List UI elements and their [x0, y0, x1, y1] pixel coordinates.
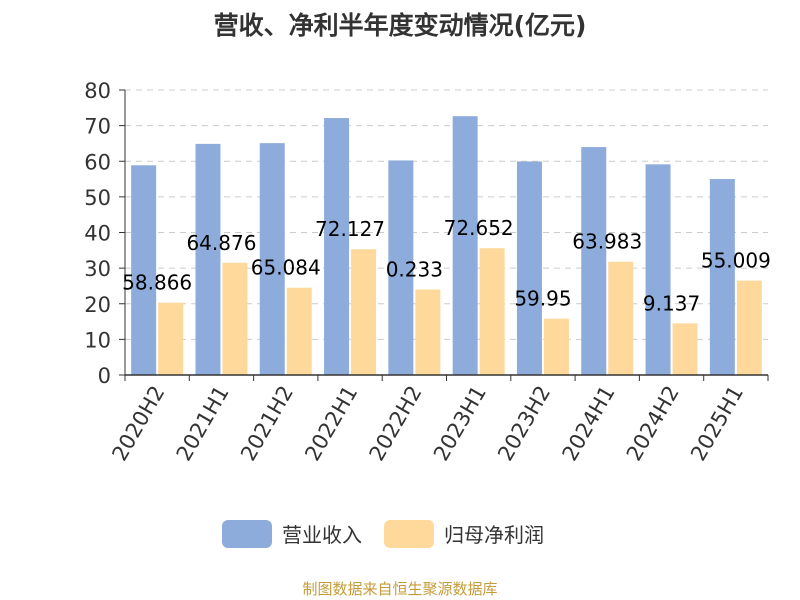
bar-net-profit[interactable] — [286, 287, 312, 375]
x-tick-label: 2024H1 — [557, 382, 619, 466]
x-tick-label: 2021H2 — [236, 382, 298, 466]
data-label: 0.233 — [386, 258, 443, 282]
x-tick-label: 2024H2 — [622, 382, 684, 466]
bar-revenue[interactable] — [709, 179, 735, 375]
y-tick-label: 0 — [98, 364, 111, 388]
bar-net-profit[interactable] — [351, 249, 377, 375]
data-label: 59.95 — [514, 287, 571, 311]
legend-item-revenue[interactable]: 营业收入 — [222, 519, 362, 548]
source-note: 制图数据来自恒生聚源数据库 — [302, 580, 498, 598]
x-tick-label: 2025H1 — [686, 382, 748, 466]
bars — [131, 116, 762, 376]
grid-lines — [125, 89, 768, 340]
legend-swatch-net-profit — [384, 519, 434, 548]
data-label: 63.983 — [572, 230, 642, 254]
bar-revenue[interactable] — [388, 160, 414, 375]
data-label: 65.084 — [251, 256, 321, 280]
data-label: 55.009 — [701, 249, 771, 273]
y-tick-label: 80 — [84, 79, 111, 103]
bar-revenue[interactable] — [259, 143, 285, 375]
legend-label-revenue: 营业收入 — [282, 523, 362, 547]
y-tick-label: 40 — [84, 222, 111, 246]
bar-revenue[interactable] — [131, 165, 157, 375]
bar-net-profit[interactable] — [479, 248, 505, 375]
bar-revenue[interactable] — [581, 147, 607, 375]
bar-net-profit[interactable] — [672, 323, 698, 375]
bar-revenue[interactable] — [645, 164, 671, 375]
y-tick-label: 50 — [84, 186, 111, 210]
legend-swatch-revenue — [222, 519, 272, 548]
bar-revenue[interactable] — [195, 143, 221, 375]
y-tick-label: 70 — [84, 115, 111, 139]
x-tick-label: 2022H1 — [300, 382, 362, 466]
bar-revenue[interactable] — [452, 116, 478, 376]
x-tick-label: 2023H1 — [429, 382, 491, 466]
bar-net-profit[interactable] — [415, 289, 441, 376]
x-tick-label: 2021H1 — [172, 382, 234, 466]
y-tick-label: 60 — [84, 150, 111, 174]
x-tick-label: 2020H2 — [107, 382, 169, 466]
bar-net-profit[interactable] — [158, 302, 184, 375]
y-tick-label: 20 — [84, 293, 111, 317]
legend-item-net-profit[interactable]: 归母净利润 — [384, 519, 544, 548]
legend: 营业收入 归母净利润 — [222, 519, 566, 548]
bar-net-profit[interactable] — [543, 318, 569, 375]
x-tick-label: 2022H2 — [365, 382, 427, 466]
data-label: 72.127 — [315, 217, 385, 241]
bar-revenue[interactable] — [516, 161, 542, 375]
legend-label-net-profit: 归母净利润 — [444, 523, 544, 547]
y-tick-label: 10 — [84, 328, 111, 352]
data-label: 72.652 — [444, 216, 514, 240]
y-tick-label: 30 — [84, 257, 111, 281]
bar-revenue[interactable] — [324, 118, 350, 376]
data-label: 64.876 — [186, 231, 256, 255]
bar-net-profit[interactable] — [736, 280, 762, 375]
data-label: 9.137 — [643, 291, 700, 315]
chart-title: 营收、净利半年度变动情况(亿元) — [213, 11, 587, 40]
x-tick-label: 2023H2 — [493, 382, 555, 466]
bar-net-profit[interactable] — [222, 262, 248, 375]
bar-net-profit[interactable] — [608, 261, 634, 375]
data-label: 58.866 — [122, 271, 192, 295]
